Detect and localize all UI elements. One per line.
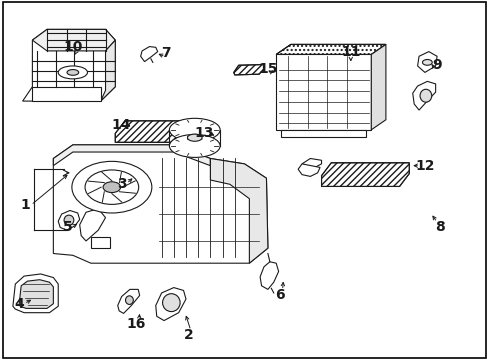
Polygon shape xyxy=(370,44,385,130)
Polygon shape xyxy=(156,288,185,320)
Text: 1: 1 xyxy=(20,198,30,212)
Ellipse shape xyxy=(187,134,202,141)
Text: 16: 16 xyxy=(126,317,145,331)
Polygon shape xyxy=(210,158,267,263)
Text: 7: 7 xyxy=(161,46,170,60)
Polygon shape xyxy=(321,163,408,186)
Polygon shape xyxy=(22,30,115,101)
Ellipse shape xyxy=(125,296,133,305)
Bar xyxy=(91,237,110,248)
Polygon shape xyxy=(260,262,278,289)
Polygon shape xyxy=(302,158,321,168)
Ellipse shape xyxy=(103,182,121,193)
Text: 10: 10 xyxy=(63,40,82,54)
Text: 12: 12 xyxy=(414,159,434,173)
Ellipse shape xyxy=(162,294,180,312)
Ellipse shape xyxy=(169,118,220,141)
Polygon shape xyxy=(276,44,385,54)
Bar xyxy=(32,87,101,101)
Polygon shape xyxy=(118,289,140,314)
Ellipse shape xyxy=(169,134,220,157)
Text: 5: 5 xyxy=(63,220,73,234)
Polygon shape xyxy=(101,40,115,101)
Polygon shape xyxy=(80,209,105,241)
Text: 13: 13 xyxy=(194,126,214,140)
Ellipse shape xyxy=(422,59,431,65)
Polygon shape xyxy=(412,81,435,110)
Text: 2: 2 xyxy=(183,328,193,342)
Ellipse shape xyxy=(85,170,139,204)
Polygon shape xyxy=(141,46,158,62)
Polygon shape xyxy=(276,44,385,54)
Ellipse shape xyxy=(67,69,79,75)
Ellipse shape xyxy=(64,215,74,225)
Polygon shape xyxy=(233,64,264,75)
Polygon shape xyxy=(298,164,320,176)
Ellipse shape xyxy=(72,161,152,213)
Polygon shape xyxy=(32,30,115,51)
Text: 4: 4 xyxy=(14,297,24,311)
Polygon shape xyxy=(53,145,210,166)
Polygon shape xyxy=(417,51,436,72)
Text: 14: 14 xyxy=(112,118,131,132)
Polygon shape xyxy=(115,121,190,142)
Polygon shape xyxy=(13,274,58,313)
Text: 9: 9 xyxy=(431,58,441,72)
Ellipse shape xyxy=(58,66,87,79)
Bar xyxy=(276,54,370,130)
Text: 6: 6 xyxy=(274,288,284,302)
Polygon shape xyxy=(53,145,267,263)
Polygon shape xyxy=(58,211,80,230)
Text: 15: 15 xyxy=(258,62,277,76)
Polygon shape xyxy=(19,280,53,309)
Text: 11: 11 xyxy=(340,45,360,59)
Ellipse shape xyxy=(419,89,431,102)
Polygon shape xyxy=(281,130,366,137)
Text: 8: 8 xyxy=(434,220,444,234)
Text: 3: 3 xyxy=(117,177,126,190)
